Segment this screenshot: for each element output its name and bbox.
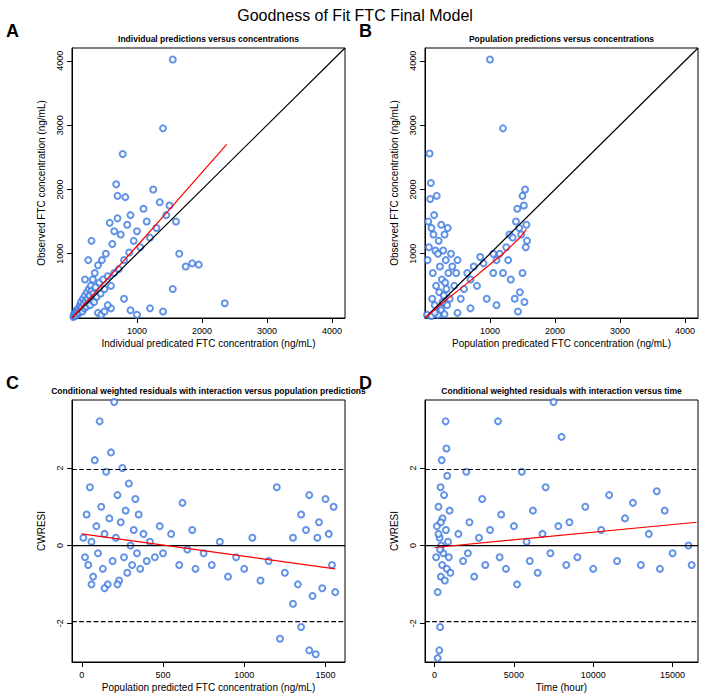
svg-text:1000: 1000 <box>480 326 500 336</box>
svg-text:Observed FTC concentration (ng: Observed FTC concentration (ng/mL) <box>389 100 400 266</box>
svg-text:A: A <box>6 21 19 41</box>
svg-text:C: C <box>6 373 19 393</box>
svg-text:10000: 10000 <box>581 670 606 680</box>
svg-text:-2: -2 <box>55 619 65 627</box>
svg-text:B: B <box>359 21 372 41</box>
svg-text:15000: 15000 <box>660 670 685 680</box>
svg-text:1000: 1000 <box>127 326 147 336</box>
svg-text:500: 500 <box>155 670 170 680</box>
svg-text:0: 0 <box>79 670 84 680</box>
svg-text:1000: 1000 <box>55 244 65 264</box>
svg-text:2: 2 <box>55 465 65 470</box>
svg-text:Population predicated FTC conc: Population predicated FTC concentration … <box>452 338 671 349</box>
svg-text:3000: 3000 <box>610 326 630 336</box>
svg-text:Population predicted FTC conce: Population predicted FTC concentration (… <box>102 682 315 693</box>
svg-text:2000: 2000 <box>192 326 212 336</box>
svg-text:4000: 4000 <box>408 51 418 71</box>
svg-text:1000: 1000 <box>408 244 418 264</box>
svg-text:3000: 3000 <box>408 115 418 135</box>
svg-text:Observed FTC concentration (ng: Observed FTC concentration (ng/mL) <box>36 100 47 266</box>
svg-text:1000: 1000 <box>234 670 254 680</box>
svg-text:Conditional weighted residuals: Conditional weighted residuals with inte… <box>441 386 682 396</box>
svg-text:4000: 4000 <box>322 326 342 336</box>
svg-text:5000: 5000 <box>504 670 524 680</box>
svg-text:0: 0 <box>408 543 418 548</box>
svg-text:Individual predicated FTC conc: Individual predicated FTC concentration … <box>102 338 316 349</box>
svg-text:Population predictions versus: Population predictions versus concentrat… <box>469 34 654 44</box>
svg-text:CWRESI: CWRESI <box>389 511 400 551</box>
svg-text:Goodness of Fit FTC Final Mode: Goodness of Fit FTC Final Model <box>237 7 473 24</box>
svg-text:Individual predictions versus: Individual predictions versus concentrat… <box>118 34 299 44</box>
svg-text:2000: 2000 <box>545 326 565 336</box>
svg-text:4000: 4000 <box>55 51 65 71</box>
svg-text:2000: 2000 <box>408 179 418 199</box>
svg-text:-2: -2 <box>408 619 418 627</box>
svg-text:D: D <box>359 373 372 393</box>
svg-text:Conditional weighted residuals: Conditional weighted residuals with inte… <box>51 386 366 396</box>
svg-text:0: 0 <box>55 543 65 548</box>
svg-text:2: 2 <box>408 465 418 470</box>
svg-text:1500: 1500 <box>315 670 335 680</box>
svg-text:0: 0 <box>432 670 437 680</box>
svg-text:CWRESI: CWRESI <box>36 511 47 551</box>
svg-text:4000: 4000 <box>675 326 695 336</box>
svg-text:Time (hour): Time (hour) <box>536 682 587 693</box>
svg-text:2000: 2000 <box>55 179 65 199</box>
svg-text:3000: 3000 <box>55 115 65 135</box>
svg-text:3000: 3000 <box>257 326 277 336</box>
